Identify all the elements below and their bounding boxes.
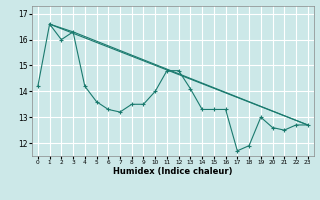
X-axis label: Humidex (Indice chaleur): Humidex (Indice chaleur): [113, 167, 233, 176]
